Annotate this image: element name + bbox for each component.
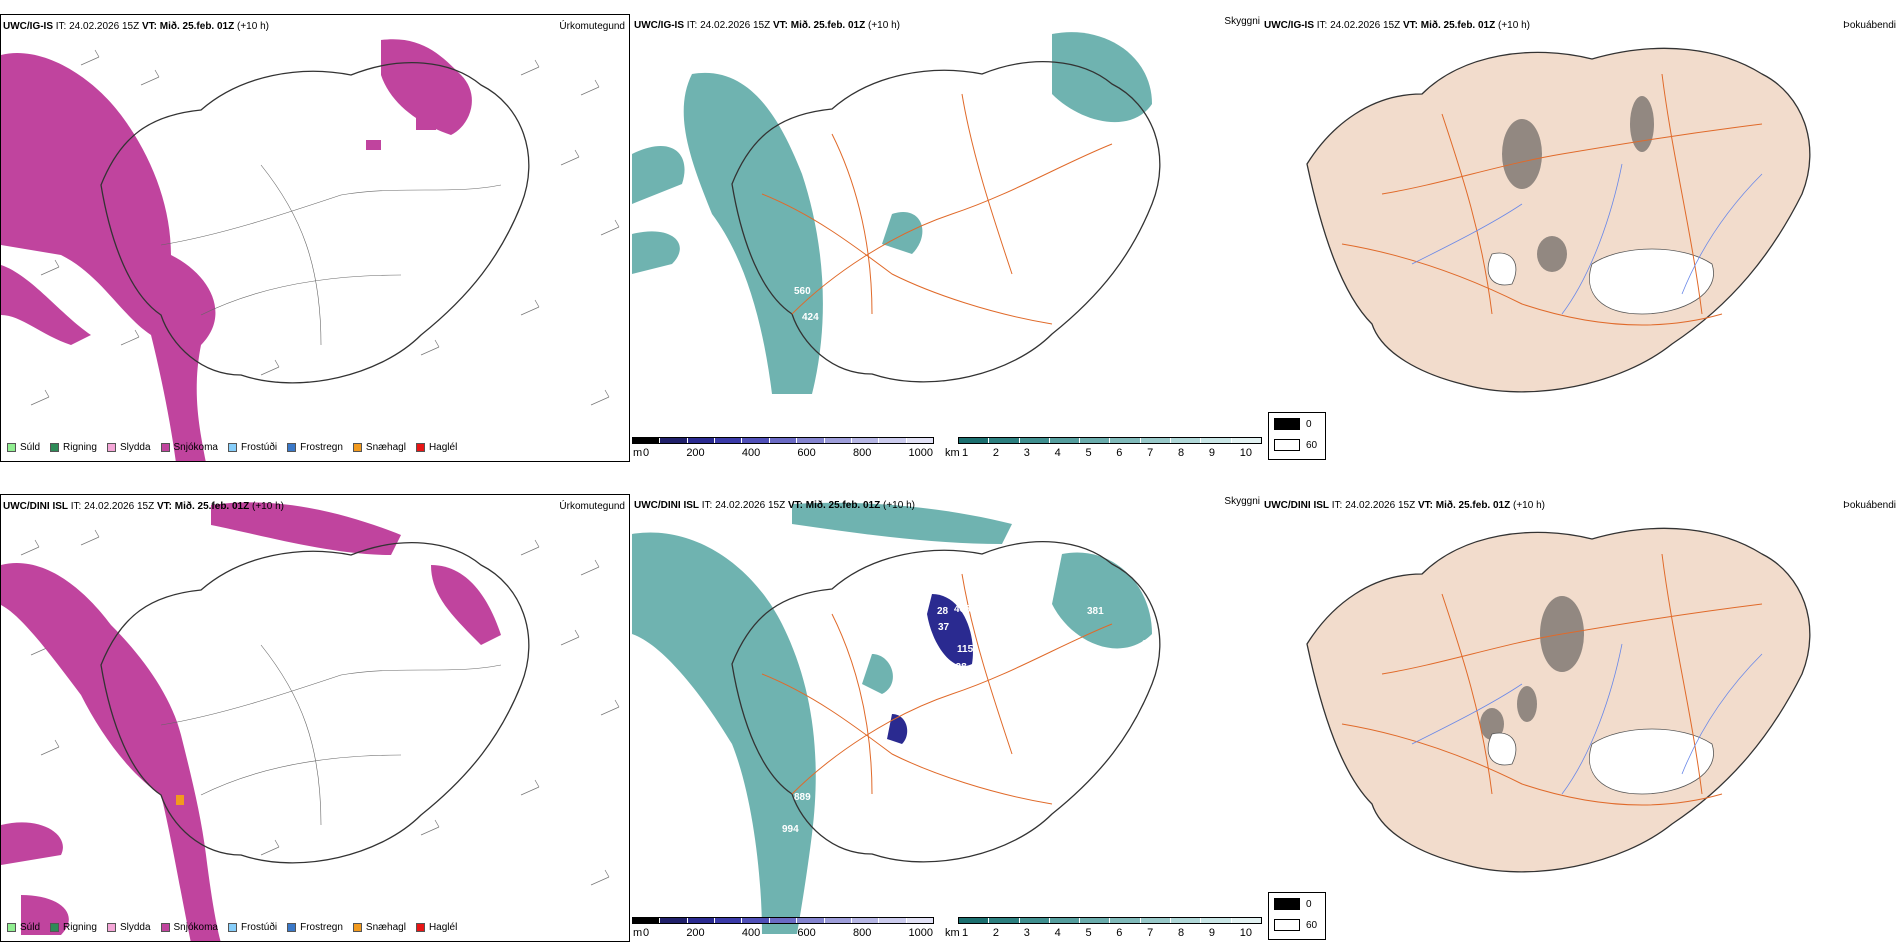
fog-indicator-map-bottom: UWC/DINI ISL IT: 24.02.2026 15Z VT: Mið.… bbox=[1262, 494, 1900, 942]
snow-areas bbox=[1, 502, 501, 941]
legend-item-frostudi: Frostúði bbox=[227, 922, 277, 933]
precip-type-map-top: UWC/IG-IS IT: 24.02.2026 15Z VT: Mið. 25… bbox=[0, 14, 630, 462]
legend-item-sudd: Súld bbox=[7, 922, 40, 933]
vis-label: 424 bbox=[802, 312, 819, 323]
vis-label: 248 bbox=[1014, 266, 1031, 277]
coastline bbox=[731, 541, 1161, 863]
visibility-colorbar bbox=[958, 437, 1262, 444]
fog-map-graphic bbox=[1306, 47, 1811, 393]
vis-label: 408 bbox=[954, 604, 971, 615]
visibility-ticks: 1 2 3 4 5 6 7 8 9 10 bbox=[962, 447, 1252, 459]
height-ticks: 0 200 400 600 800 1000 bbox=[643, 927, 933, 939]
visibility-map-graphic bbox=[632, 32, 1161, 395]
legend-item-snaehagl: Snæhagl bbox=[352, 442, 406, 453]
legend-item-slydda: Slydda bbox=[106, 442, 151, 453]
vis-label: 128 bbox=[950, 662, 967, 673]
panel-header: UWC/DINI ISL IT: 24.02.2026 15Z VT: Mið.… bbox=[1264, 500, 1545, 511]
legend-item-snjokoma: Snjókoma bbox=[160, 442, 218, 453]
precip-title: Úrkomutegund bbox=[559, 501, 625, 512]
precip-title: Úrkomutegund bbox=[559, 21, 625, 32]
legend-item-haglel: Haglél bbox=[415, 442, 457, 453]
legend-item-snaehagl: Snæhagl bbox=[352, 922, 406, 933]
precip-map-graphic bbox=[1, 39, 620, 461]
snow-areas bbox=[1, 39, 472, 461]
vis-label: 83 bbox=[942, 250, 954, 261]
iceland-landmass bbox=[1306, 527, 1811, 873]
height-colorbar bbox=[632, 437, 934, 444]
fog-indicator-map-top: UWC/IG-IS IT: 24.02.2026 15Z VT: Mið. 25… bbox=[1262, 14, 1900, 462]
vis-label: 191 bbox=[937, 726, 954, 737]
low-visibility-areas bbox=[632, 502, 1152, 934]
panel-header: UWC/DINI ISL IT: 24.02.2026 15Z VT: Mið.… bbox=[634, 500, 915, 511]
legend-item-frostregn: Frostregn bbox=[287, 442, 343, 453]
sleet-patch bbox=[176, 795, 184, 805]
vis-label: 27 bbox=[1142, 639, 1154, 650]
roads bbox=[1341, 553, 1763, 806]
visibility-map-bottom: UWC/DINI ISL IT: 24.02.2026 15Z VT: Mið.… bbox=[632, 494, 1260, 942]
panel-header: UWC/IG-IS IT: 24.02.2026 15Z VT: Mið. 25… bbox=[1264, 20, 1530, 31]
wind-barbs bbox=[20, 529, 620, 886]
height-ticks: 0 200 400 600 800 1000 bbox=[643, 447, 933, 459]
legend-item-snjokoma: Snjókoma bbox=[160, 922, 218, 933]
vis-label: 27 bbox=[1142, 159, 1154, 170]
vis-label: 994 bbox=[782, 824, 799, 835]
visibility-unit: km bbox=[945, 447, 960, 459]
low-visibility-areas bbox=[632, 32, 1152, 395]
iceland-landmass bbox=[1306, 47, 1811, 393]
vis-label: 115 bbox=[957, 644, 974, 655]
rivers bbox=[1411, 643, 1763, 795]
vis-label: 889 bbox=[794, 792, 811, 803]
vis-label: 381 bbox=[1087, 606, 1104, 617]
roads bbox=[160, 644, 502, 826]
coastline bbox=[100, 542, 530, 864]
legend-item-sudd: Súld bbox=[7, 442, 40, 453]
panel-header: UWC/DINI ISL IT: 24.02.2026 15Z VT: Mið.… bbox=[3, 501, 284, 512]
vis-label: 37 bbox=[938, 622, 950, 633]
visibility-title: Skyggni bbox=[1224, 496, 1260, 507]
visibility-title: Skyggni bbox=[1224, 16, 1260, 27]
vis-label: 28 bbox=[937, 606, 949, 617]
visibility-map-graphic bbox=[632, 502, 1161, 934]
coastline bbox=[100, 62, 530, 384]
visibility-colorbar bbox=[958, 917, 1262, 924]
glaciers bbox=[1487, 248, 1714, 315]
legend-item-frostudi: Frostúði bbox=[227, 442, 277, 453]
panel-header: UWC/IG-IS IT: 24.02.2026 15Z VT: Mið. 25… bbox=[634, 20, 900, 31]
precip-map-graphic bbox=[1, 502, 620, 941]
cloud-key: 0 60 bbox=[1268, 892, 1326, 940]
cloud-key: 0 60 bbox=[1268, 412, 1326, 460]
coastline bbox=[731, 61, 1161, 383]
legend-item-rigning: Rigning bbox=[50, 442, 97, 453]
vis-label: 46 bbox=[1050, 221, 1062, 232]
vis-label: 548 bbox=[1087, 132, 1104, 143]
precip-legend: Súld Rigning Slydda Snjókoma Frostúði Fr… bbox=[7, 442, 457, 453]
visibility-map-top: UWC/IG-IS IT: 24.02.2026 15Z VT: Mið. 25… bbox=[632, 14, 1260, 462]
legend-item-frostregn: Frostregn bbox=[287, 922, 343, 933]
panel-header: UWC/IG-IS IT: 24.02.2026 15Z VT: Mið. 25… bbox=[3, 21, 269, 32]
fog-areas bbox=[1502, 96, 1654, 272]
legend-item-rigning: Rigning bbox=[50, 922, 97, 933]
fog-title: Þokuábendi bbox=[1843, 500, 1896, 511]
visibility-unit: km bbox=[945, 927, 960, 939]
glaciers bbox=[1487, 728, 1714, 795]
roads bbox=[761, 573, 1113, 805]
precip-legend: Súld Rigning Slydda Snjókoma Frostúði Fr… bbox=[7, 922, 457, 933]
fog-map-graphic bbox=[1306, 527, 1811, 873]
roads bbox=[761, 93, 1113, 325]
rivers bbox=[1411, 163, 1763, 315]
legend-item-slydda: Slydda bbox=[106, 922, 151, 933]
height-unit: m bbox=[633, 927, 643, 939]
height-colorbar bbox=[632, 917, 934, 924]
visibility-ticks: 1 2 3 4 5 6 7 8 9 10 bbox=[962, 927, 1252, 939]
height-unit: m bbox=[633, 447, 643, 459]
vis-label: 560 bbox=[794, 286, 811, 297]
legend-item-haglel: Haglél bbox=[415, 922, 457, 933]
fog-title: Þokuábendi bbox=[1843, 20, 1896, 31]
fog-areas bbox=[1480, 596, 1584, 740]
roads bbox=[1341, 73, 1763, 326]
precip-type-map-bottom: UWC/DINI ISL IT: 24.02.2026 15Z VT: Mið.… bbox=[0, 494, 630, 942]
roads bbox=[160, 164, 502, 346]
high-ground-patches bbox=[887, 594, 973, 744]
